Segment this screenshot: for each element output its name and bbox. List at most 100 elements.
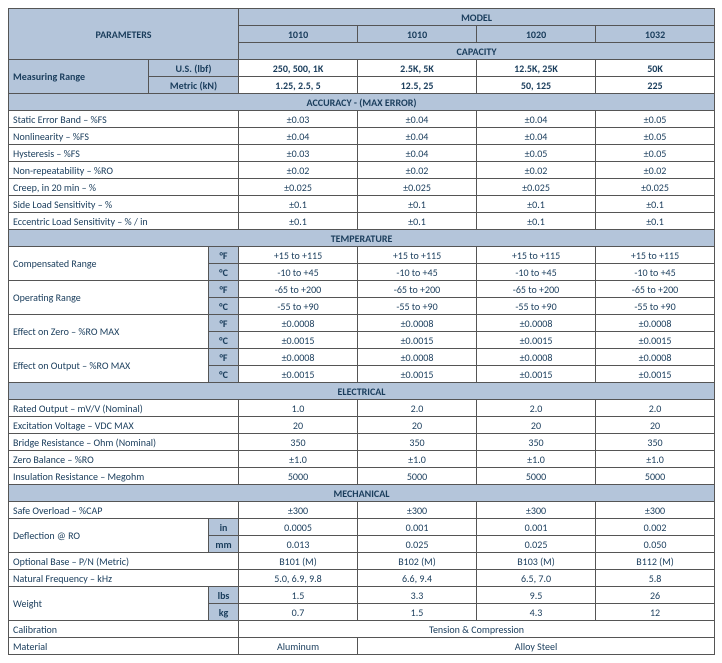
cell: ±0.04 [477, 128, 596, 145]
mr-m-1: 12.5, 25 [358, 77, 477, 94]
rated-output-label: Rated Output – mV/V (Nominal) [9, 400, 239, 417]
bridge-res-label: Bridge Resistance – Ohm (Nominal) [9, 434, 239, 451]
cell: +15 to +115 [477, 247, 596, 264]
mr-m-3: 225 [596, 77, 715, 94]
unit-f: °F [209, 281, 239, 298]
model-col-1: 1010 [358, 26, 477, 43]
us-unit-label: U.S. (lbf) [149, 60, 239, 77]
comp-range-label: Compensated Range [9, 247, 209, 281]
eff-zero-label: Effect on Zero – %RO MAX [9, 315, 209, 349]
cell: -55 to +90 [477, 298, 596, 315]
cell: -10 to +45 [596, 264, 715, 281]
cell: 0.001 [358, 519, 477, 536]
cell: 6.5, 7.0 [477, 570, 596, 587]
mr-us-1: 2.5K, 5K [358, 60, 477, 77]
nat-freq-label: Natural Frequency – kHz [9, 570, 239, 587]
excitation-label: Excitation Voltage – VDC MAX [9, 417, 239, 434]
cell: ±0.0015 [358, 366, 477, 383]
unit-in: in [209, 519, 239, 536]
eff-output-label: Effect on Output – %RO MAX [9, 349, 209, 383]
cell: ±300 [596, 502, 715, 519]
cell: 2.0 [596, 400, 715, 417]
accuracy-section: ACCURACY - (MAX ERROR) [9, 94, 715, 111]
cell: ±0.0015 [477, 366, 596, 383]
cell: ±1.0 [477, 451, 596, 468]
cell: ±0.0008 [239, 315, 358, 332]
cell: B103 (M) [477, 553, 596, 570]
cell: 6.6, 9.4 [358, 570, 477, 587]
cell: ±0.04 [358, 128, 477, 145]
unit-c: °C [209, 298, 239, 315]
model-header: MODEL [239, 9, 715, 26]
cell: -65 to +200 [239, 281, 358, 298]
cell: ±0.05 [596, 111, 715, 128]
unit-lbs: lbs [209, 587, 239, 604]
cell: 1.0 [239, 400, 358, 417]
nonrepeat-label: Non-repeatability – %RO [9, 162, 239, 179]
cell: ±0.0015 [596, 366, 715, 383]
cell: 350 [358, 434, 477, 451]
cell: ±0.0015 [239, 366, 358, 383]
unit-c: °C [209, 332, 239, 349]
cell: ±0.02 [239, 162, 358, 179]
cell: B102 (M) [358, 553, 477, 570]
measuring-range-label: Measuring Range [9, 60, 149, 94]
cell: ±0.02 [358, 162, 477, 179]
unit-mm: mm [209, 536, 239, 553]
cell: 1.5 [239, 587, 358, 604]
mr-us-3: 50K [596, 60, 715, 77]
cell: B112 (M) [596, 553, 715, 570]
parameters-header: PARAMETERS [9, 9, 239, 60]
model-col-2: 1020 [477, 26, 596, 43]
cell: ±300 [477, 502, 596, 519]
electrical-section: ELECTRICAL [9, 383, 715, 400]
cell: 2.0 [477, 400, 596, 417]
unit-f: °F [209, 349, 239, 366]
cell: ±0.025 [358, 179, 477, 196]
cell: -55 to +90 [239, 298, 358, 315]
cell: 20 [596, 417, 715, 434]
cell: 5000 [239, 468, 358, 485]
cell: ±0.1 [358, 196, 477, 213]
mr-us-0: 250, 500, 1K [239, 60, 358, 77]
cell: ±0.05 [596, 145, 715, 162]
cell: B101 (M) [239, 553, 358, 570]
cell: ±0.1 [477, 196, 596, 213]
cell: 350 [239, 434, 358, 451]
cell: ±0.03 [239, 145, 358, 162]
cell: ±0.04 [358, 111, 477, 128]
cell: -10 to +45 [477, 264, 596, 281]
cell: ±0.025 [239, 179, 358, 196]
cell: ±0.0008 [596, 315, 715, 332]
cell: ±0.04 [358, 145, 477, 162]
cell: 0.001 [477, 519, 596, 536]
cell: ±0.1 [239, 196, 358, 213]
cell: 12 [596, 604, 715, 621]
cell: -65 to +200 [358, 281, 477, 298]
cell: 26 [596, 587, 715, 604]
cell: ±0.0015 [239, 332, 358, 349]
weight-label: Weight [9, 587, 209, 621]
cell: ±0.04 [477, 111, 596, 128]
cell: ±1.0 [358, 451, 477, 468]
cell: 0.025 [358, 536, 477, 553]
cell: 0.050 [596, 536, 715, 553]
cell: ±0.025 [477, 179, 596, 196]
cell: -55 to +90 [358, 298, 477, 315]
cell: +15 to +115 [239, 247, 358, 264]
cell: ±0.0015 [358, 332, 477, 349]
mr-m-2: 50, 125 [477, 77, 596, 94]
cell: 0.025 [477, 536, 596, 553]
mechanical-section: MECHANICAL [9, 485, 715, 502]
cell: ±0.0008 [358, 315, 477, 332]
cell: 5.8 [596, 570, 715, 587]
cell: 20 [358, 417, 477, 434]
cell: ±0.1 [239, 213, 358, 230]
cell: 5000 [596, 468, 715, 485]
cell: ±0.0008 [596, 349, 715, 366]
metric-unit-label: Metric (kN) [149, 77, 239, 94]
cell: -65 to +200 [477, 281, 596, 298]
cell: -65 to +200 [596, 281, 715, 298]
cell: +15 to +115 [596, 247, 715, 264]
cell: ±1.0 [239, 451, 358, 468]
